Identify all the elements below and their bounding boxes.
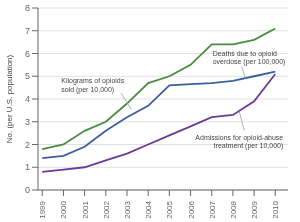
svg-text:7: 7 <box>25 26 30 36</box>
svg-text:Kilograms of opioidssold (per: Kilograms of opioidssold (per 10,000) <box>61 77 125 94</box>
svg-text:2005: 2005 <box>165 200 174 218</box>
svg-text:2003: 2003 <box>123 200 132 218</box>
svg-text:8: 8 <box>25 3 30 13</box>
svg-text:2006: 2006 <box>187 200 196 218</box>
svg-text:2008: 2008 <box>229 200 238 218</box>
svg-text:No. (per U.S. population): No. (per U.S. population) <box>8 54 14 143</box>
svg-text:1999: 1999 <box>38 200 47 218</box>
svg-text:2002: 2002 <box>102 200 111 218</box>
svg-text:2010: 2010 <box>271 200 280 218</box>
svg-text:3: 3 <box>25 117 30 127</box>
svg-text:2: 2 <box>25 140 30 150</box>
svg-text:2000: 2000 <box>59 200 68 218</box>
svg-text:2009: 2009 <box>250 200 259 218</box>
svg-text:2004: 2004 <box>144 200 153 218</box>
svg-text:1: 1 <box>25 162 30 172</box>
svg-text:2001: 2001 <box>81 200 90 218</box>
svg-text:Admissions for opioid-abusetre: Admissions for opioid-abusetreatment (pe… <box>195 134 283 151</box>
svg-text:4: 4 <box>25 94 30 104</box>
svg-text:0: 0 <box>25 185 30 195</box>
svg-text:2007: 2007 <box>208 200 217 218</box>
svg-text:5: 5 <box>25 71 30 81</box>
svg-text:6: 6 <box>25 49 30 59</box>
svg-text:Deaths due to opioidoverdose (: Deaths due to opioidoverdose (per 100,00… <box>213 50 286 67</box>
